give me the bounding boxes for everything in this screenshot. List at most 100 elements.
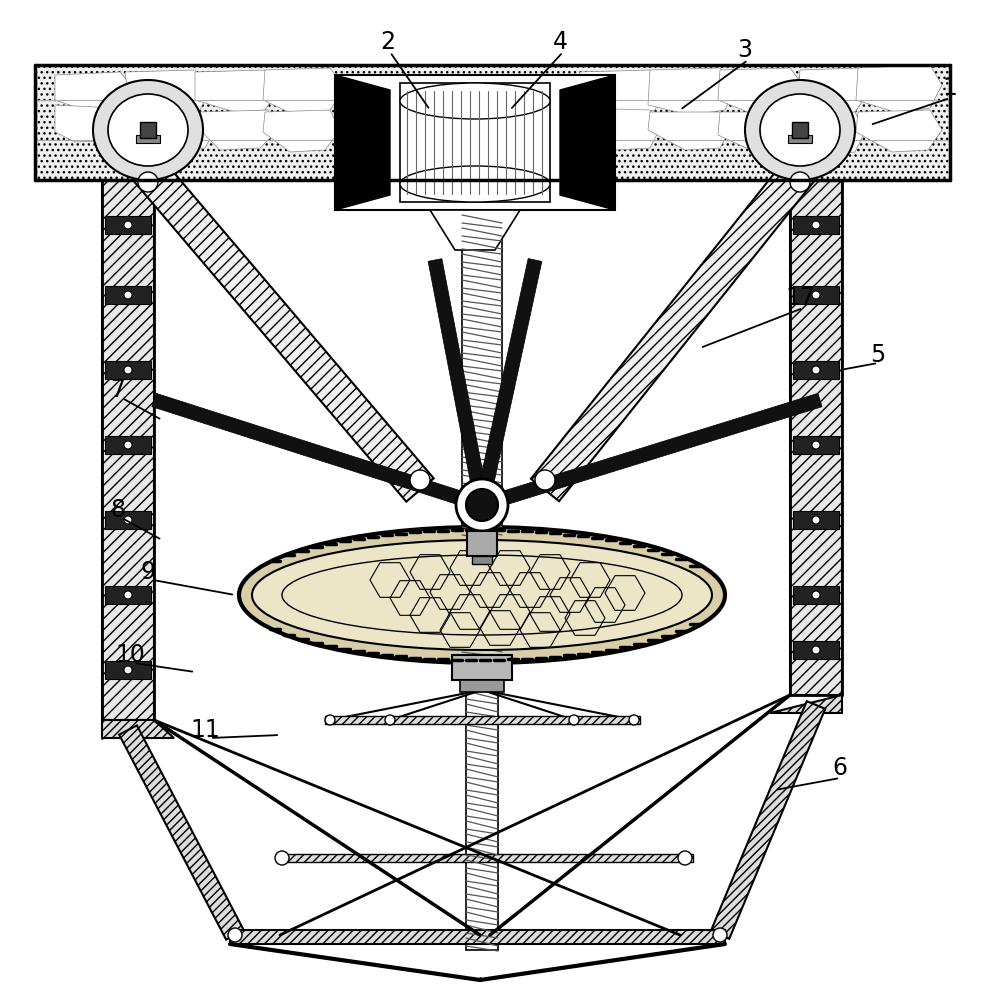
Polygon shape [560,75,615,210]
Polygon shape [580,108,660,150]
Circle shape [124,291,132,299]
Bar [105,511,151,529]
Polygon shape [335,75,390,210]
Text: 7: 7 [110,378,125,402]
Circle shape [713,928,727,942]
Bar [467,531,497,556]
Bar [472,556,492,564]
Bar [792,122,808,138]
Bar [335,75,615,210]
Polygon shape [195,70,280,112]
Circle shape [124,441,132,449]
Polygon shape [798,68,870,115]
Polygon shape [856,65,942,112]
Circle shape [228,928,242,942]
Circle shape [812,646,820,654]
Polygon shape [102,720,174,738]
Circle shape [456,479,508,531]
Polygon shape [263,110,340,152]
Polygon shape [263,68,345,115]
Circle shape [410,470,430,490]
Bar [452,655,512,680]
Ellipse shape [400,83,550,119]
Bar [790,180,842,695]
Ellipse shape [760,94,840,166]
Polygon shape [125,112,215,150]
Bar [793,511,839,529]
Bar [140,122,156,138]
Bar [788,135,812,143]
Polygon shape [718,112,800,152]
Bar [102,180,154,720]
Circle shape [812,516,820,524]
Bar [230,930,725,944]
Circle shape [812,591,820,599]
Polygon shape [476,259,542,506]
Circle shape [385,715,395,725]
Circle shape [569,715,579,725]
Bar [105,586,151,604]
Text: 6: 6 [832,756,847,780]
Bar [793,216,839,234]
Bar [793,586,839,604]
Circle shape [678,851,692,865]
Ellipse shape [108,94,188,166]
Ellipse shape [252,540,712,650]
Circle shape [629,715,639,725]
Bar [105,661,151,679]
Polygon shape [119,725,244,940]
Ellipse shape [745,80,855,180]
Bar [325,716,640,724]
Polygon shape [200,110,278,150]
Circle shape [535,470,555,490]
Bar [278,854,693,862]
Bar [35,65,950,180]
Text: 2: 2 [380,30,395,54]
Text: 11: 11 [190,718,219,742]
Circle shape [124,516,132,524]
Bar [793,361,839,379]
Text: 9: 9 [140,560,156,584]
Circle shape [124,591,132,599]
Bar [105,216,151,234]
Bar [460,680,504,692]
Polygon shape [134,158,434,502]
Text: 17: 17 [785,286,815,310]
Bar [462,210,502,660]
Text: 10: 10 [115,643,145,667]
Polygon shape [125,70,210,115]
Bar [105,286,151,304]
Polygon shape [648,112,730,150]
Bar [105,361,151,379]
Circle shape [790,172,810,192]
Polygon shape [430,210,520,250]
Polygon shape [55,72,135,112]
Polygon shape [798,112,865,155]
Text: 5: 5 [871,343,886,367]
Polygon shape [718,68,805,115]
Polygon shape [531,159,814,501]
Bar [400,83,550,202]
Ellipse shape [400,166,550,202]
Bar [793,286,839,304]
Circle shape [138,172,158,192]
Text: 1: 1 [942,76,957,100]
Text: 8: 8 [110,498,125,522]
Polygon shape [152,393,485,512]
Circle shape [325,715,335,725]
Circle shape [275,851,289,865]
Polygon shape [648,68,735,115]
Bar [466,660,498,950]
Circle shape [812,221,820,229]
Ellipse shape [239,527,725,663]
Text: 3: 3 [738,38,753,62]
Bar [793,436,839,454]
Text: 4: 4 [552,30,568,54]
Bar [105,436,151,454]
Bar [136,135,160,143]
Bar [793,641,839,659]
Polygon shape [55,105,130,142]
Polygon shape [711,701,825,939]
Polygon shape [578,70,665,115]
Ellipse shape [93,80,203,180]
